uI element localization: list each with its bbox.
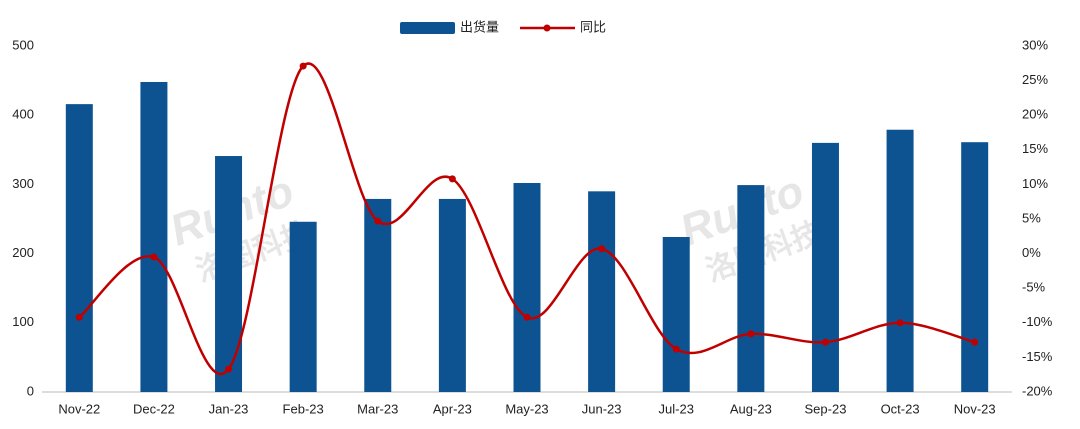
line-point bbox=[299, 62, 307, 70]
bar bbox=[513, 183, 541, 392]
x-tick-label: Apr-23 bbox=[433, 401, 472, 416]
bar bbox=[65, 104, 93, 393]
y2-tick-label: 10% bbox=[1022, 176, 1048, 191]
line-point bbox=[523, 313, 531, 321]
bar bbox=[140, 81, 168, 392]
bar bbox=[438, 198, 466, 392]
x-tick-label: Jun-23 bbox=[582, 401, 622, 416]
y2-tick-label: -20% bbox=[1022, 383, 1053, 398]
x-tick-label: Sep-23 bbox=[805, 401, 847, 416]
y2-tick-label: 15% bbox=[1022, 141, 1048, 156]
line-point bbox=[971, 338, 979, 346]
y-tick-label: 300 bbox=[12, 176, 34, 191]
line-point bbox=[672, 345, 680, 353]
x-tick-label: Oct-23 bbox=[881, 401, 920, 416]
bar bbox=[364, 198, 392, 392]
x-tick-label: Jul-23 bbox=[659, 401, 694, 416]
line-point bbox=[225, 365, 233, 373]
line-point bbox=[75, 313, 83, 321]
x-tick-label: Nov-23 bbox=[954, 401, 996, 416]
x-tick-label: Nov-22 bbox=[58, 401, 100, 416]
line-point bbox=[448, 175, 456, 183]
bar bbox=[215, 156, 243, 392]
legend-label: 同比 bbox=[580, 19, 606, 34]
y-tick-label: 500 bbox=[12, 37, 34, 52]
line-point bbox=[150, 253, 158, 261]
line-point bbox=[747, 330, 755, 338]
bar bbox=[961, 142, 989, 392]
bar bbox=[289, 221, 317, 392]
y-tick-label: 0 bbox=[27, 383, 34, 398]
line-point bbox=[598, 245, 606, 253]
y-tick-label: 400 bbox=[12, 107, 34, 122]
x-tick-label: Feb-23 bbox=[283, 401, 324, 416]
y2-tick-label: 20% bbox=[1022, 107, 1048, 122]
y2-tick-label: 0% bbox=[1022, 245, 1041, 260]
y2-tick-label: 5% bbox=[1022, 210, 1041, 225]
x-tick-label: Aug-23 bbox=[730, 401, 772, 416]
x-tick-label: May-23 bbox=[505, 401, 548, 416]
bar bbox=[811, 142, 839, 392]
bar bbox=[886, 129, 914, 392]
legend-swatch bbox=[400, 22, 455, 34]
x-tick-label: Jan-23 bbox=[209, 401, 249, 416]
y2-tick-label: 25% bbox=[1022, 72, 1048, 87]
y-tick-label: 200 bbox=[12, 245, 34, 260]
y2-tick-label: -15% bbox=[1022, 349, 1053, 364]
y2-tick-label: -10% bbox=[1022, 314, 1053, 329]
y-tick-label: 100 bbox=[12, 314, 34, 329]
y2-tick-label: -5% bbox=[1022, 280, 1046, 295]
bar bbox=[662, 236, 690, 392]
bar bbox=[737, 185, 765, 392]
line-point bbox=[896, 319, 904, 327]
x-tick-label: Mar-23 bbox=[357, 401, 398, 416]
legend-label: 出货量 bbox=[460, 19, 499, 34]
line-point bbox=[821, 338, 829, 346]
legend-swatch bbox=[543, 24, 551, 32]
line-point bbox=[374, 217, 382, 225]
x-tick-label: Dec-22 bbox=[133, 401, 175, 416]
y2-tick-label: 30% bbox=[1022, 37, 1048, 52]
bar bbox=[588, 191, 616, 392]
